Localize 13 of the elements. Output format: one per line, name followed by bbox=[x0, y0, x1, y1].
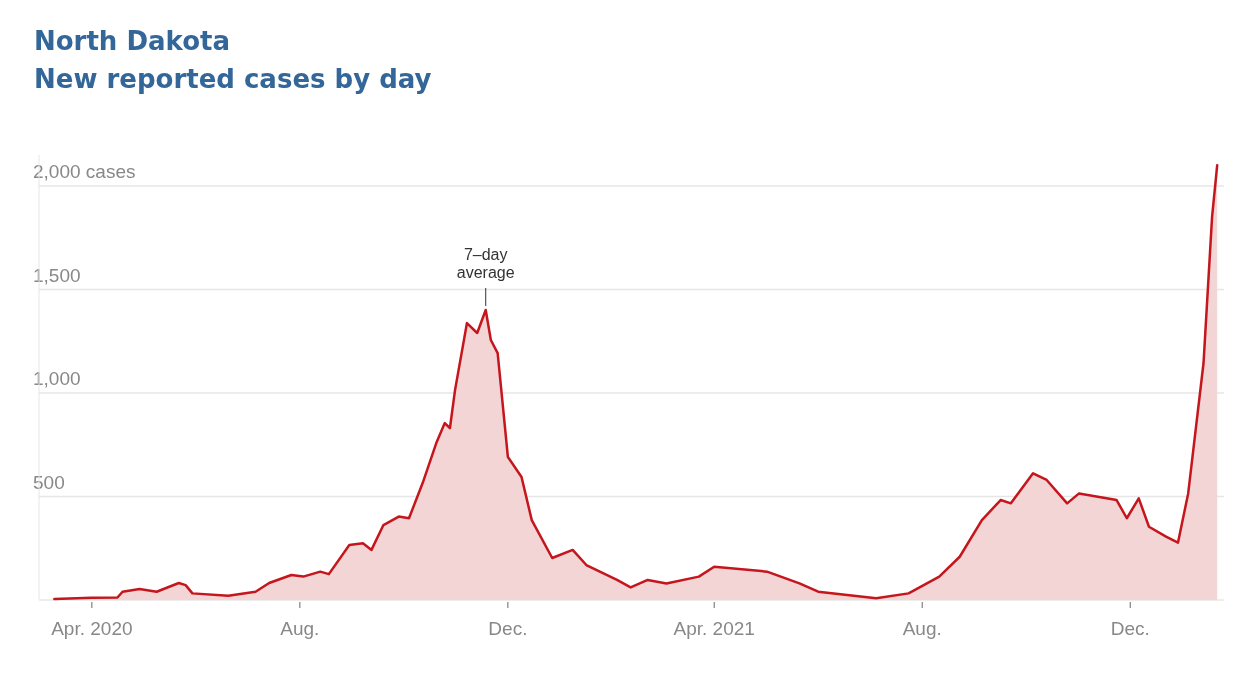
y-tick-label: 500 bbox=[33, 471, 65, 493]
x-tick-label: Apr. 2020 bbox=[51, 618, 133, 639]
x-tick-label: Aug. bbox=[902, 618, 942, 639]
x-tick-label: Apr. 2021 bbox=[673, 618, 755, 639]
y-tick-label: 2,000 cases bbox=[33, 161, 136, 183]
x-tick-label: Dec. bbox=[488, 618, 528, 639]
y-tick-label: 1,500 bbox=[33, 264, 81, 286]
chart-subtitle: New reported cases by day bbox=[34, 64, 432, 94]
y-tick-label: 1,000 bbox=[33, 368, 81, 390]
chart-title: North Dakota bbox=[34, 26, 230, 56]
x-tick-label: Aug. bbox=[280, 618, 320, 639]
annotation: 7–day average bbox=[456, 246, 515, 282]
x-tick-label: Dec. bbox=[1110, 618, 1150, 639]
